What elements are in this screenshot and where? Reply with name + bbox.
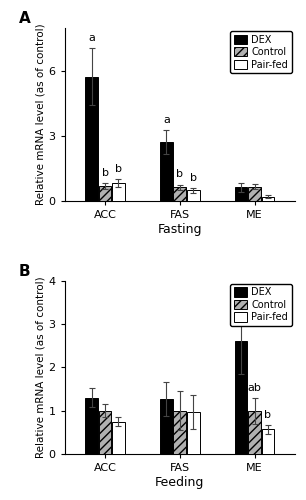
- Bar: [160, 399, 173, 454]
- Bar: [99, 410, 111, 454]
- Text: b: b: [102, 168, 109, 177]
- Text: ab: ab: [248, 382, 261, 392]
- X-axis label: Feeding: Feeding: [155, 476, 204, 489]
- Bar: [85, 398, 98, 454]
- Y-axis label: Relative mRNA level (as of control): Relative mRNA level (as of control): [36, 24, 46, 206]
- Bar: [235, 342, 248, 454]
- Legend: DEX, Control, Pair-fed: DEX, Control, Pair-fed: [230, 31, 292, 74]
- Bar: [248, 410, 261, 454]
- X-axis label: Fasting: Fasting: [158, 223, 202, 236]
- Bar: [235, 187, 248, 202]
- Text: b: b: [176, 170, 183, 179]
- Text: a: a: [238, 294, 244, 304]
- Bar: [187, 412, 200, 454]
- Bar: [85, 76, 98, 202]
- Text: b: b: [264, 410, 271, 420]
- Text: B: B: [19, 264, 30, 279]
- Bar: [262, 196, 274, 202]
- Y-axis label: Relative mRNA level (as of control): Relative mRNA level (as of control): [36, 276, 46, 458]
- Text: a: a: [163, 114, 170, 124]
- Text: b: b: [115, 164, 122, 174]
- Bar: [174, 187, 186, 202]
- Bar: [262, 430, 274, 454]
- Text: b: b: [190, 173, 197, 183]
- Bar: [112, 183, 125, 202]
- Bar: [99, 186, 111, 202]
- Bar: [112, 422, 125, 454]
- Bar: [160, 142, 173, 202]
- Bar: [174, 410, 186, 454]
- Bar: [248, 186, 261, 202]
- Text: a: a: [88, 34, 95, 43]
- Legend: DEX, Control, Pair-fed: DEX, Control, Pair-fed: [230, 284, 292, 326]
- Text: A: A: [19, 11, 30, 26]
- Bar: [187, 190, 200, 202]
